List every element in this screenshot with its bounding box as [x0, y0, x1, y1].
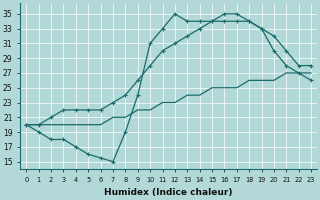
X-axis label: Humidex (Indice chaleur): Humidex (Indice chaleur) — [104, 188, 233, 197]
